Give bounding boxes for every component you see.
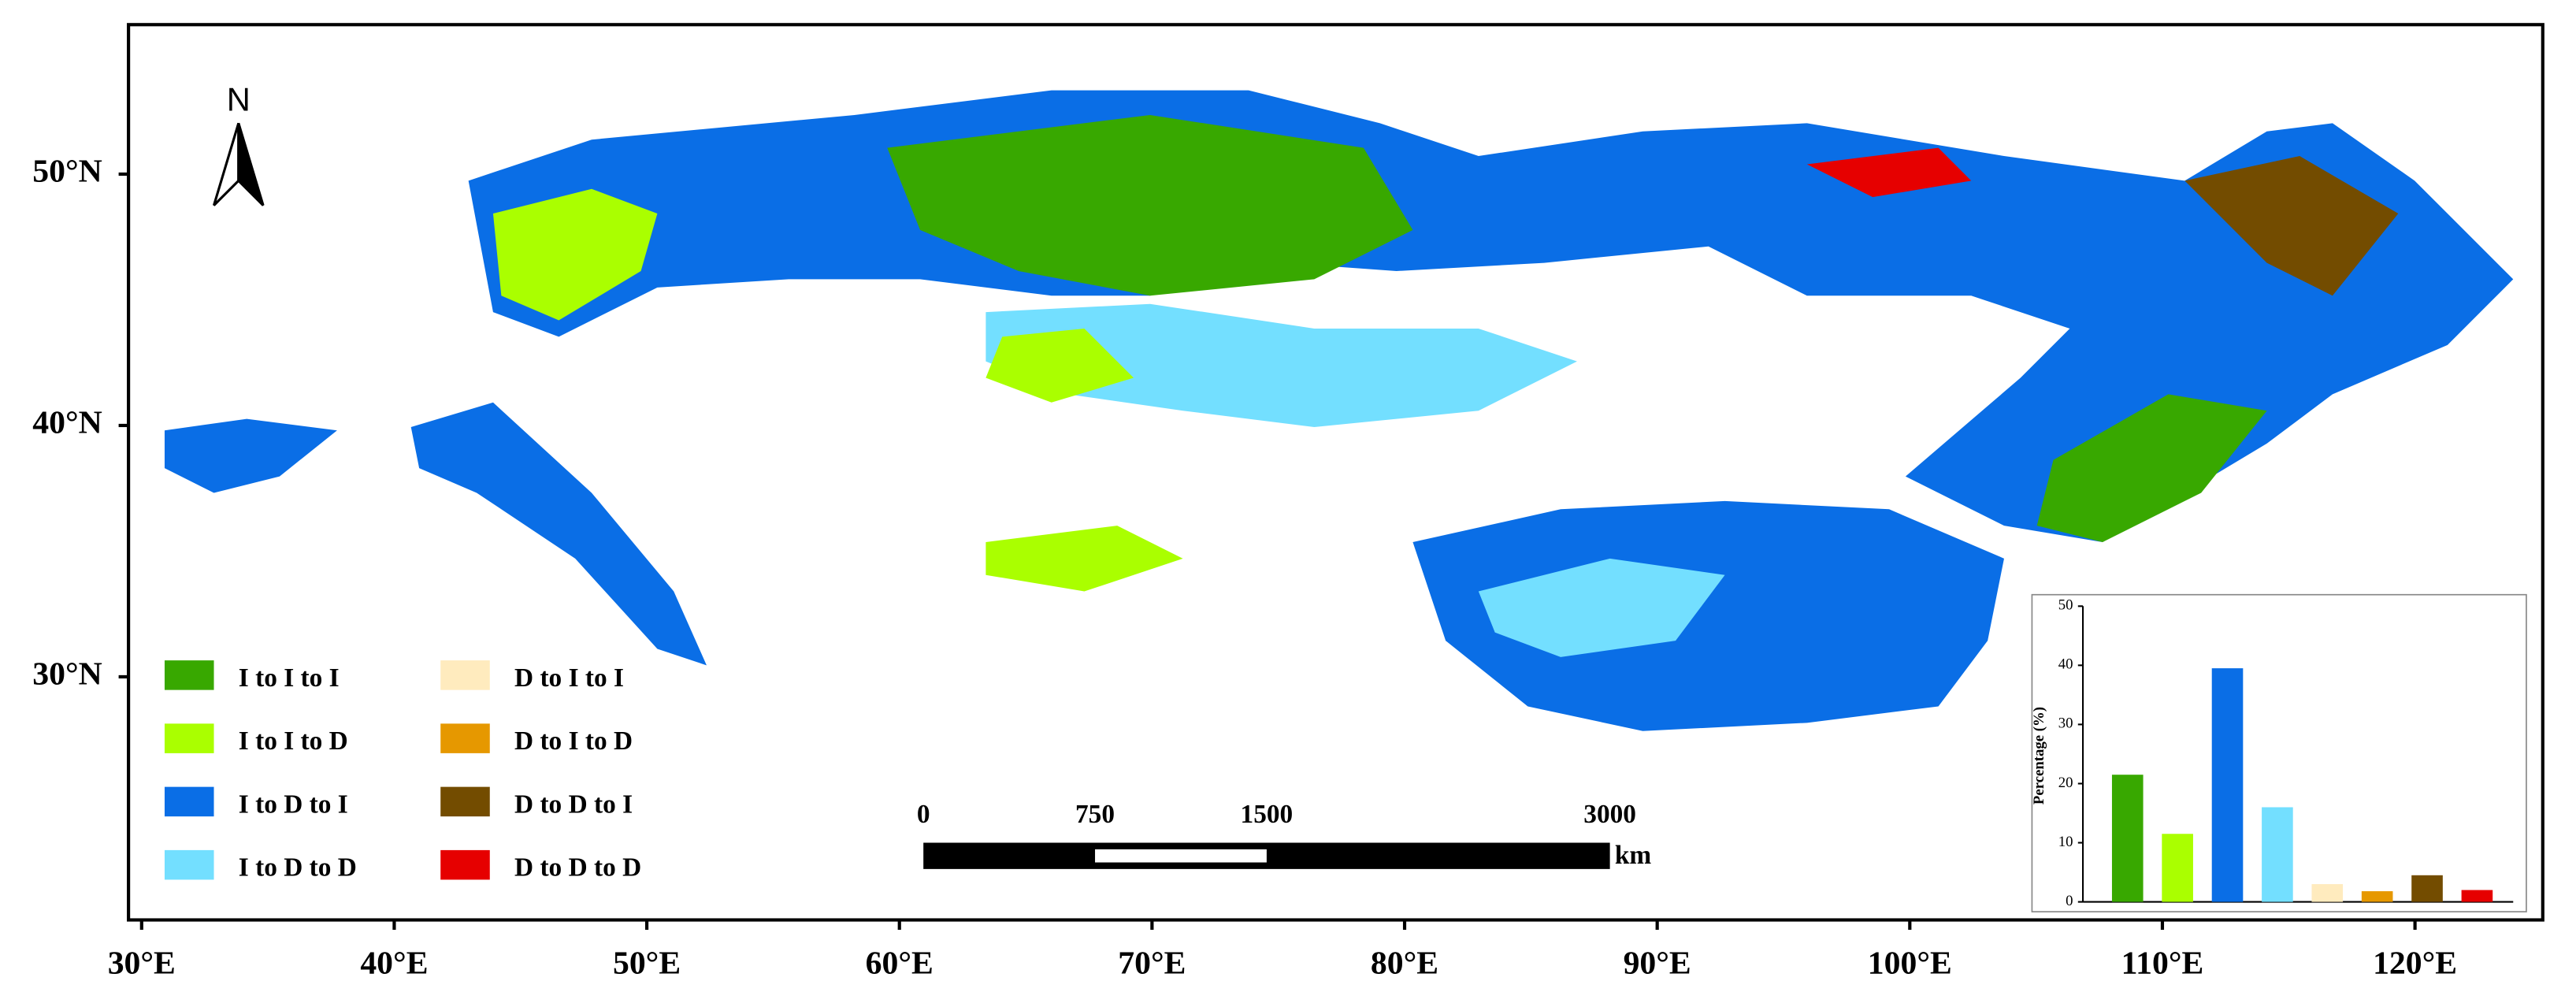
region xyxy=(2036,394,2267,542)
legend-label: I to D to I xyxy=(239,790,348,819)
legend-swatch xyxy=(164,723,214,753)
bar xyxy=(2311,884,2344,902)
legend-label: D to I to D xyxy=(514,726,633,756)
scale-label: 750 xyxy=(1075,800,1115,829)
bar xyxy=(2411,875,2443,902)
lon-tick-label: 90°E xyxy=(1624,945,1691,981)
legend-swatch xyxy=(440,849,490,880)
lon-tick-label: 80°E xyxy=(1371,945,1438,981)
region xyxy=(2184,156,2399,296)
lon-tick-label: 120°E xyxy=(2373,945,2457,981)
lon-tick-label: 110°E xyxy=(2121,945,2204,981)
lat-tick-label: 40°N xyxy=(32,405,102,441)
legend-swatch xyxy=(164,786,214,817)
legend-label: I to I to I xyxy=(239,663,340,693)
bar xyxy=(2211,668,2244,902)
inset-y-label: Percentage (%) xyxy=(2031,707,2047,804)
region xyxy=(1806,147,1972,198)
map-frame xyxy=(127,23,2544,922)
bar xyxy=(2361,891,2393,902)
legend-swatch xyxy=(164,849,214,880)
y-tick-label: 30 xyxy=(2058,715,2073,732)
bar xyxy=(2262,807,2293,902)
region xyxy=(985,526,1183,592)
y-tick-label: 0 xyxy=(2066,893,2073,909)
north-arrow: N xyxy=(213,80,265,206)
region xyxy=(887,114,1413,296)
lat-tick-label: 30°N xyxy=(32,656,102,693)
scale-unit: km xyxy=(1615,841,1652,870)
region xyxy=(492,188,658,321)
lon-tick-label: 60°E xyxy=(866,945,934,981)
north-label: N xyxy=(227,80,251,117)
region xyxy=(164,418,337,493)
scale-label: 1500 xyxy=(1241,800,1294,829)
arrow-half xyxy=(237,122,265,206)
legend-label: I to I to D xyxy=(239,726,348,756)
map-regions xyxy=(164,90,2514,731)
bar xyxy=(2461,890,2493,902)
region xyxy=(985,303,1577,428)
legend-label: D to D to D xyxy=(514,853,641,883)
lon-tick-label: 30°E xyxy=(108,945,176,981)
lon-tick-label: 100°E xyxy=(1868,945,1952,981)
bar xyxy=(2111,775,2144,902)
legend-swatch xyxy=(164,660,214,690)
y-tick-label: 50 xyxy=(2058,597,2073,614)
legend-label: D to I to I xyxy=(514,663,624,693)
region xyxy=(985,328,1134,403)
region xyxy=(410,402,707,666)
region xyxy=(1412,500,2004,731)
y-tick-label: 10 xyxy=(2058,834,2073,850)
bar xyxy=(2162,834,2193,902)
lon-tick-label: 50°E xyxy=(613,945,681,981)
y-tick-label: 40 xyxy=(2058,656,2073,673)
legend-swatch xyxy=(440,723,490,753)
legend-swatch xyxy=(440,786,490,817)
legend-label: I to D to D xyxy=(239,853,357,883)
y-tick-label: 20 xyxy=(2058,775,2073,791)
scale-bar-segment xyxy=(1095,849,1267,863)
legend-label: D to D to I xyxy=(514,790,633,819)
lon-tick-label: 40°E xyxy=(360,945,428,981)
lat-tick-label: 50°N xyxy=(32,154,102,190)
scale-label: 3000 xyxy=(1583,800,1636,829)
region xyxy=(1478,558,1725,657)
lon-tick-label: 70°E xyxy=(1118,945,1186,981)
scale-label: 0 xyxy=(917,800,930,829)
legend-swatch xyxy=(440,660,490,690)
